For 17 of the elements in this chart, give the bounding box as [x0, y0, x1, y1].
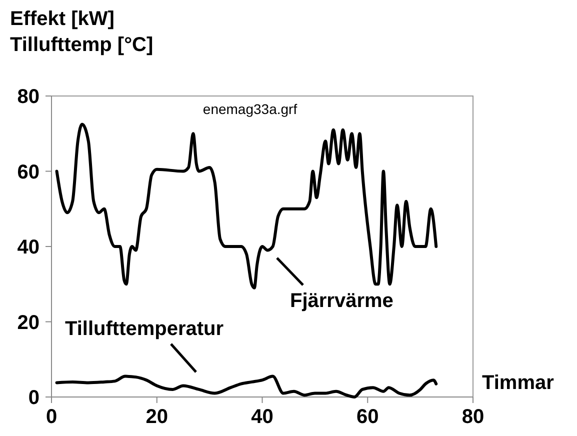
- line-series: [55, 374, 438, 398]
- x-tick-label: 60: [356, 406, 379, 428]
- y-tick-label: 20: [17, 312, 40, 334]
- x-tick-label: 40: [251, 406, 274, 428]
- y-tick-label: 0: [28, 387, 40, 409]
- y-tick-label: 60: [17, 161, 40, 184]
- y-tick-label: 80: [17, 86, 40, 108]
- text: Tillufttemperatur: [65, 318, 224, 340]
- x-tick-label: 80: [462, 406, 484, 428]
- line-series: [55, 122, 438, 290]
- annotation: enemag33a.grf: [202, 101, 298, 117]
- y-tick-label: 40: [17, 236, 40, 258]
- legend-label: Fjärrvärme: [290, 290, 394, 312]
- x-tick-label: 20: [146, 406, 168, 428]
- y-axis-title: Effekt [kW] Tillufttemp [°C]: [10, 8, 154, 56]
- x-tick-label: 0: [46, 406, 58, 428]
- x-axis-title: Timmar: [482, 372, 554, 394]
